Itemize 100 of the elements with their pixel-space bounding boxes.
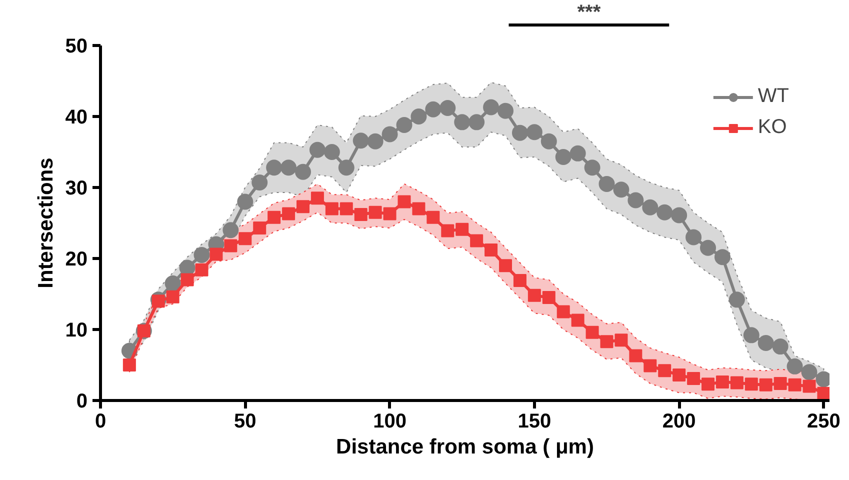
- point: [266, 160, 282, 176]
- point: [222, 222, 239, 238]
- point: [194, 246, 210, 263]
- point: [571, 314, 584, 327]
- point: [658, 364, 672, 378]
- point: [310, 192, 324, 205]
- point: [817, 386, 830, 400]
- point: [410, 108, 427, 124]
- point: [253, 221, 266, 234]
- point: [671, 207, 688, 224]
- point: [629, 349, 642, 362]
- point: [512, 124, 528, 141]
- x-tick-label: 250: [807, 410, 840, 432]
- point: [180, 273, 194, 286]
- point: [440, 100, 456, 116]
- x-tick-label: 150: [518, 410, 552, 432]
- point: [759, 378, 772, 392]
- point: [600, 335, 614, 348]
- point: [296, 200, 310, 214]
- x-tick-label: 0: [94, 410, 106, 432]
- point: [483, 99, 500, 116]
- point: [686, 229, 702, 246]
- y-tick-label: 0: [76, 390, 88, 412]
- point: [368, 206, 382, 219]
- point: [352, 132, 369, 149]
- point: [586, 326, 599, 339]
- legend-label: WT: [758, 85, 789, 108]
- point: [280, 160, 297, 176]
- point: [584, 160, 600, 176]
- point: [702, 378, 714, 391]
- point: [382, 126, 398, 142]
- point: [556, 305, 570, 318]
- point: [282, 207, 296, 220]
- point: [164, 275, 181, 292]
- point: [687, 372, 700, 385]
- point: [542, 291, 556, 304]
- y-tick-label: 20: [65, 248, 88, 270]
- y-tick-label: 30: [65, 178, 88, 200]
- point: [468, 114, 485, 130]
- x-tick-label: 50: [234, 410, 256, 432]
- point: [700, 240, 716, 256]
- point: [441, 224, 454, 238]
- point: [398, 195, 411, 208]
- point: [237, 194, 254, 210]
- point: [730, 376, 744, 390]
- point: [743, 327, 760, 344]
- point: [656, 204, 673, 220]
- point: [152, 294, 165, 308]
- point: [540, 133, 557, 150]
- point: [644, 359, 657, 372]
- point: [166, 290, 180, 304]
- legend-label: KO: [758, 116, 787, 139]
- point: [570, 145, 586, 162]
- point: [598, 176, 615, 192]
- point: [499, 259, 512, 272]
- x-tick-label: 100: [373, 410, 406, 432]
- point: [425, 101, 442, 118]
- point: [716, 376, 729, 389]
- point: [555, 148, 572, 165]
- point: [412, 202, 426, 216]
- point: [642, 199, 658, 216]
- point: [238, 232, 252, 246]
- point: [367, 133, 384, 150]
- y-axis-title: Intersections: [34, 158, 58, 288]
- point: [484, 243, 498, 256]
- point: [772, 338, 788, 355]
- point: [498, 102, 514, 119]
- x-axis-title: Distance from soma ( μm): [336, 436, 594, 458]
- point: [774, 376, 787, 390]
- point: [613, 182, 630, 198]
- point: [672, 368, 686, 382]
- point: [340, 202, 353, 216]
- point: [456, 222, 469, 236]
- point: [802, 380, 816, 393]
- text: ***: [577, 1, 601, 24]
- y-tick-label: 50: [65, 36, 88, 58]
- point: [268, 210, 281, 224]
- point: [195, 263, 208, 276]
- point: [210, 248, 223, 261]
- point: [714, 249, 730, 266]
- point: [628, 192, 644, 208]
- point: [338, 160, 354, 176]
- point: [295, 164, 311, 180]
- y-tick-label: 10: [65, 320, 88, 342]
- point: [383, 207, 396, 220]
- point: [224, 239, 238, 252]
- point: [528, 288, 541, 302]
- y-tick-label: 40: [65, 106, 88, 128]
- point: [526, 124, 542, 140]
- point: [122, 358, 136, 372]
- point: [758, 335, 774, 351]
- point: [801, 364, 818, 380]
- point: [470, 234, 484, 248]
- point: [325, 202, 338, 216]
- point: [513, 274, 526, 288]
- point: [396, 117, 412, 134]
- point: [728, 292, 745, 308]
- point: [614, 334, 628, 347]
- point: [786, 358, 803, 374]
- point: [744, 378, 758, 391]
